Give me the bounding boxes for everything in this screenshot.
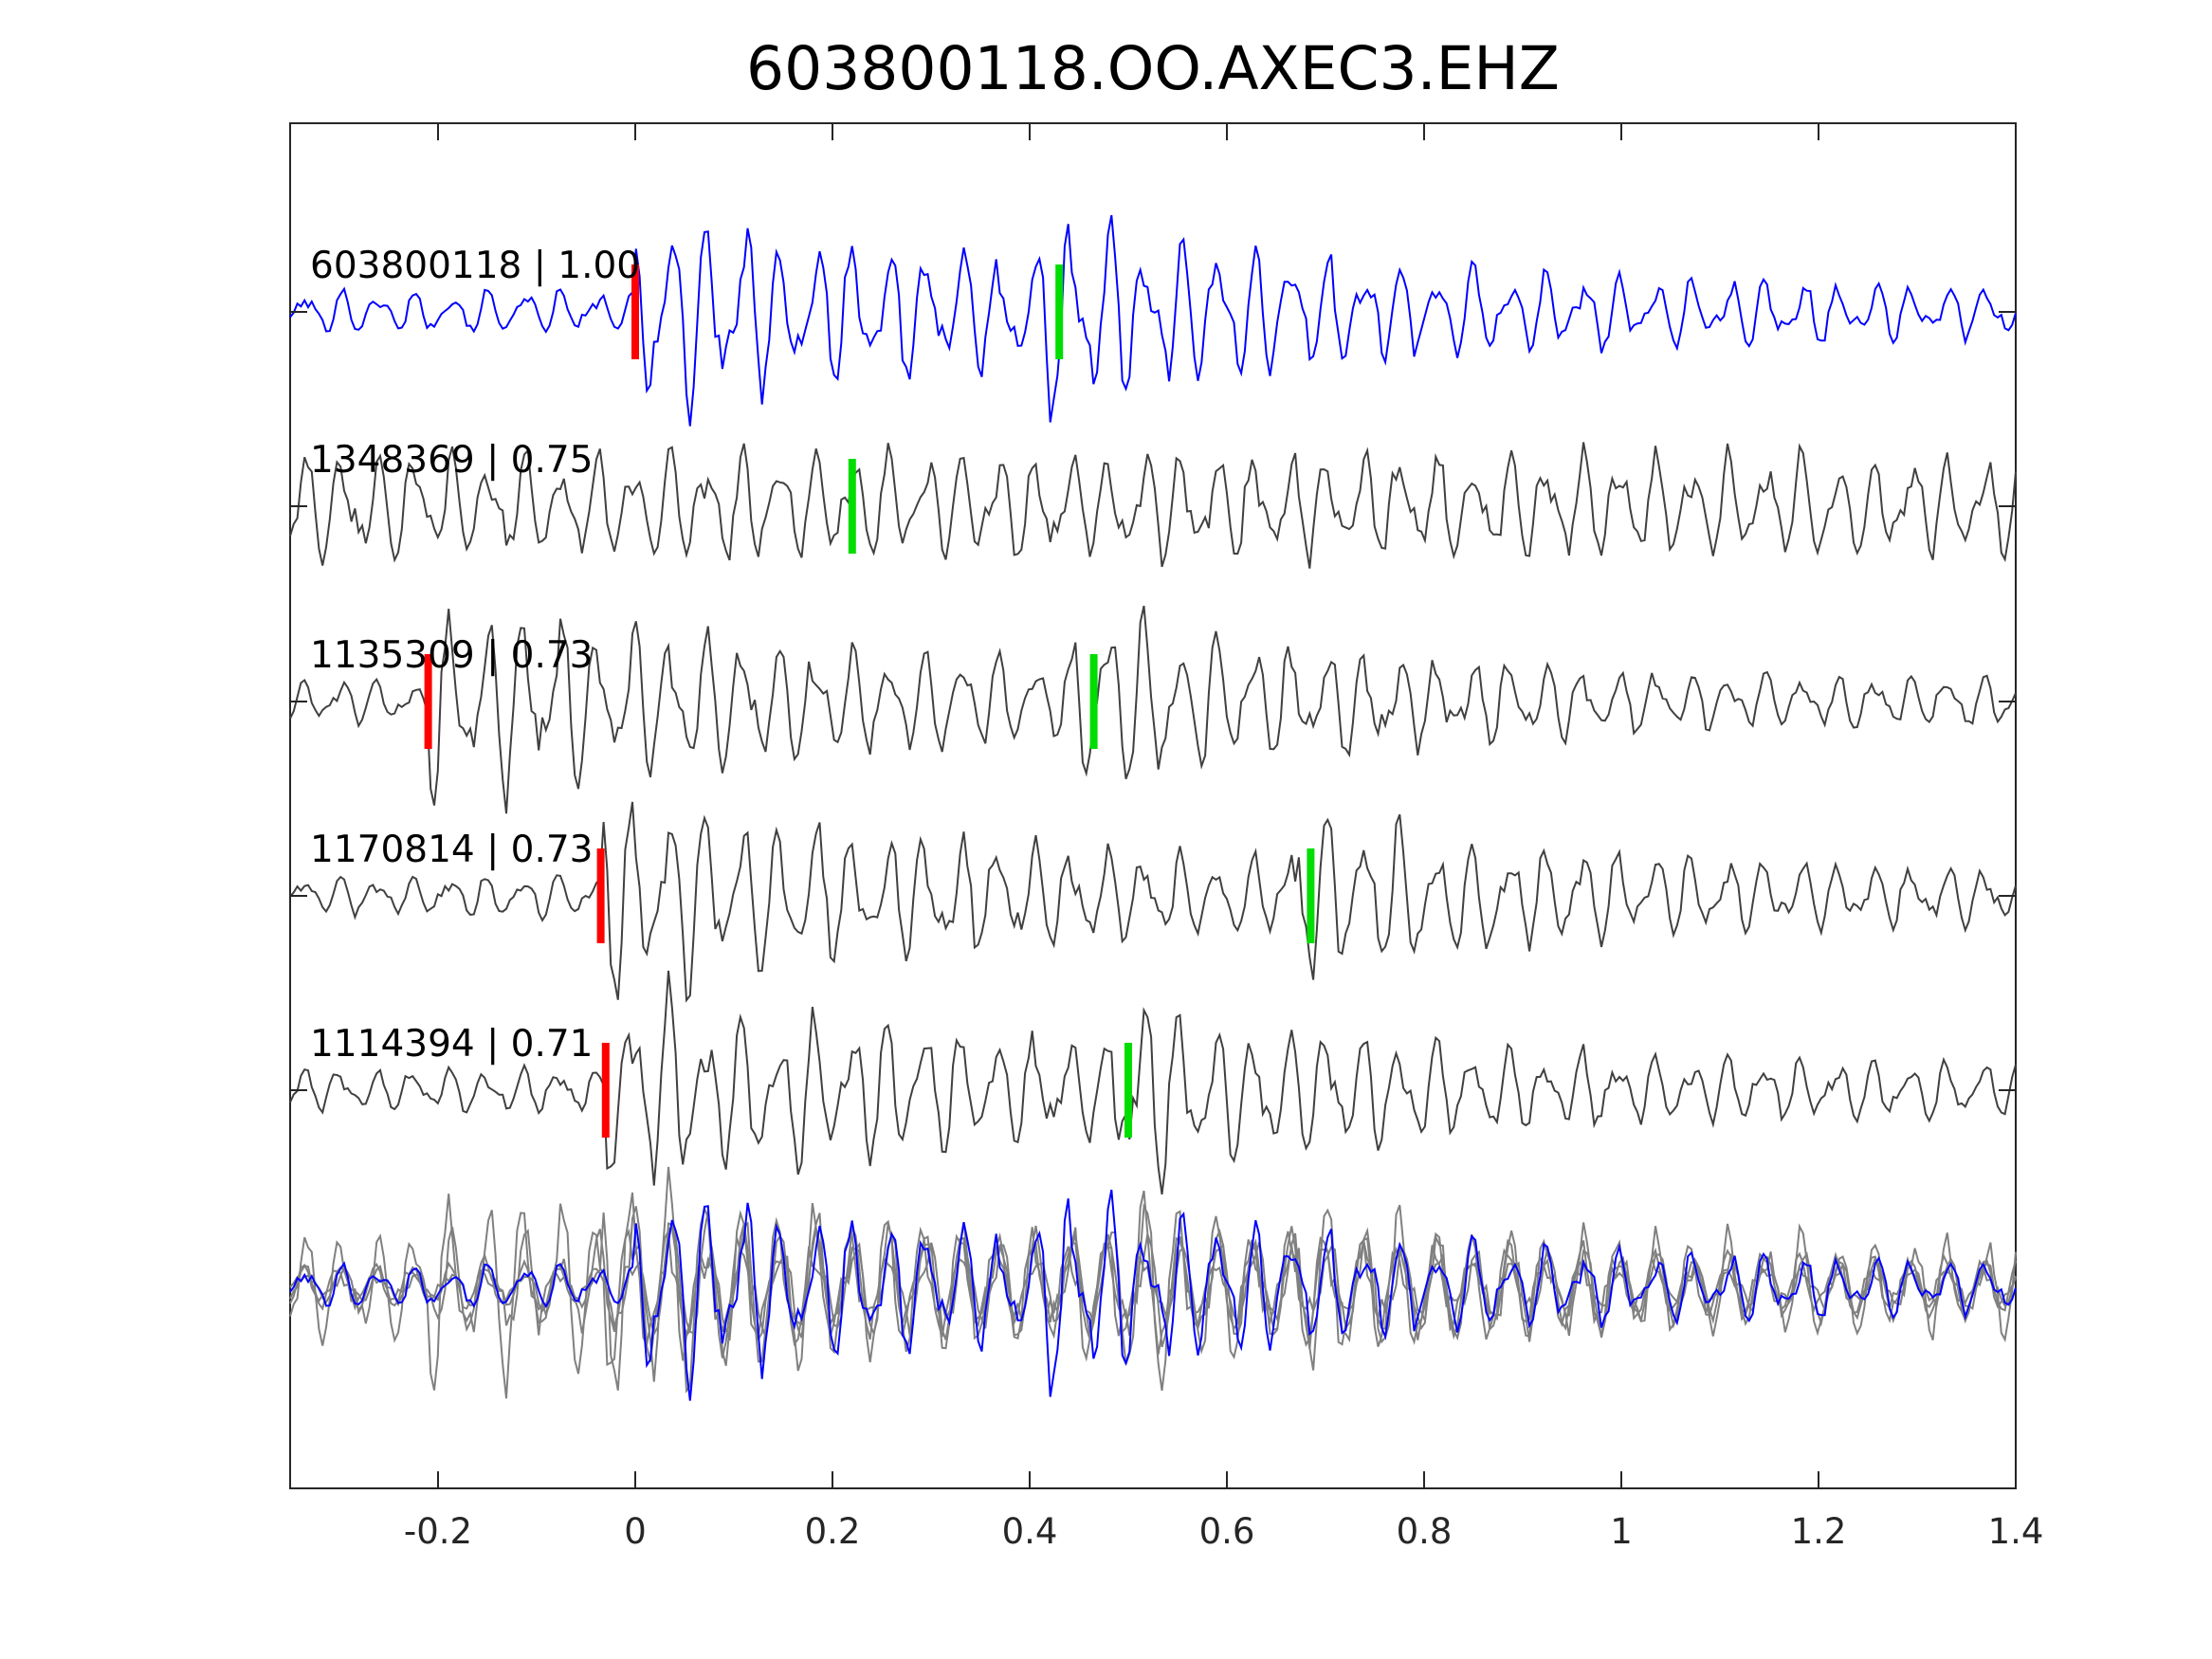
x-tick-label: 0.6 [1199, 1511, 1255, 1552]
plot-area-frame [289, 122, 2017, 1489]
waveform-trace [289, 442, 2017, 569]
chart-title: 603800118.OO.AXEC3.EHZ [746, 34, 1560, 103]
traces [289, 214, 2017, 1195]
overlay-waveform [289, 1166, 2017, 1392]
overlay-stack [289, 1166, 2017, 1401]
x-tick-label: 0.8 [1397, 1511, 1453, 1552]
x-tick-label: 0.2 [805, 1511, 861, 1552]
trace-label: 1114394 | 0.71 [310, 1023, 593, 1066]
waveform-trace [289, 605, 2017, 814]
trace-labels: 603800118 | 1.00 1348369 | 0.75 1135309 | … [310, 245, 640, 1066]
waveform-trace [289, 970, 2017, 1195]
x-tick-label: 1.2 [1791, 1511, 1847, 1552]
phase-picks [424, 264, 1315, 1138]
x-tick-label: 1 [1610, 1511, 1633, 1552]
x-tick-label: 0 [624, 1511, 647, 1552]
trace-label: 603800118 | 1.00 [310, 245, 640, 287]
trace-label: 1170814 | 0.73 [310, 829, 593, 871]
x-tick-label: -0.2 [404, 1511, 472, 1552]
x-tick-label: 1.4 [1988, 1511, 2044, 1552]
axes [289, 122, 2017, 1489]
waveform-trace [289, 801, 2017, 1003]
trace-label: 1348369 | 0.75 [310, 439, 593, 482]
waveform-trace [289, 214, 2017, 427]
overlay-template-waveform [289, 1189, 2017, 1401]
x-tick-label: 0.4 [1002, 1511, 1058, 1552]
x-axis-ticks: -0.2 0 0.2 0.4 0.6 0.8 1 1.2 1.4 [404, 123, 2044, 1552]
trace-label: 1135309 | 0.73 [310, 634, 593, 677]
